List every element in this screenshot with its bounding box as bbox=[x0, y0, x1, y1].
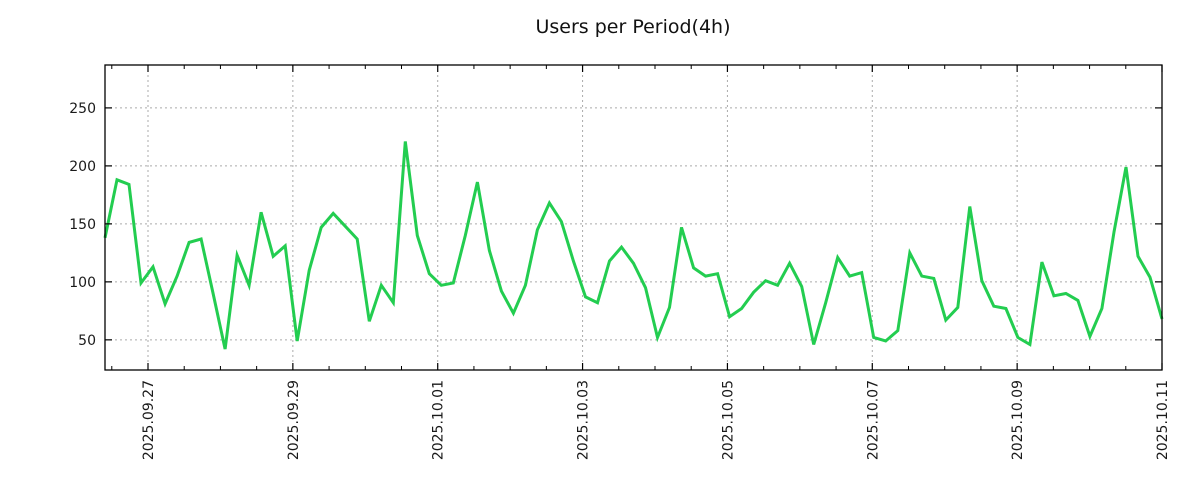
y-tick-label: 100 bbox=[69, 275, 96, 291]
y-tick-label: 50 bbox=[78, 333, 96, 349]
x-tick-label: 2025.10.05 bbox=[720, 380, 736, 460]
y-tick-label: 200 bbox=[69, 159, 96, 175]
series-layer bbox=[103, 141, 1164, 350]
x-tick-label: 2025.09.29 bbox=[286, 380, 302, 460]
label-layer: 50 100 150 200 250 2025.09.27 2025.09.29 2025.1… bbox=[69, 101, 1171, 460]
chart-title: Users per Period(4h) bbox=[535, 16, 730, 38]
x-tick-label: 2025.10.11 bbox=[1155, 380, 1171, 460]
chart-line bbox=[103, 141, 1164, 350]
x-tick-label: 2025.09.27 bbox=[141, 380, 157, 460]
x-tick-label: 2025.10.07 bbox=[865, 380, 881, 460]
y-tick-label: 150 bbox=[69, 217, 96, 233]
y-tick-label: 250 bbox=[69, 101, 96, 117]
x-tick-label: 2025.10.01 bbox=[431, 380, 447, 460]
grid-layer bbox=[105, 65, 1163, 370]
plot-border bbox=[104, 64, 1163, 371]
x-tick-label: 2025.10.09 bbox=[1010, 380, 1026, 460]
x-tick-label: 2025.10.03 bbox=[576, 380, 592, 460]
axis-layer bbox=[104, 64, 1163, 371]
